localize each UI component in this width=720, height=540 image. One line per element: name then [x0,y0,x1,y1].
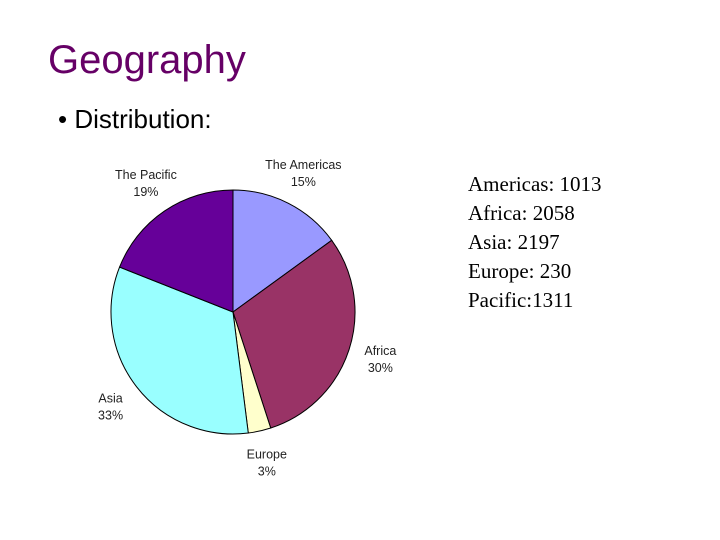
slice-value-label: 30% [368,361,393,375]
slide-title: Geography [48,38,246,82]
pie-slice [232,189,333,313]
bullet-text: Distribution: [74,104,212,134]
note-line: Africa: 2058 [468,201,575,225]
slice-value-label: 15% [291,175,316,189]
slice-label: The Pacific [115,168,177,182]
notes: Americas: 1013 Africa: 2058 Asia: 2197 Euro… [468,170,602,315]
slice-label: Asia [98,391,122,405]
slice-label: Europe [247,448,287,462]
bullet: • Distribution: [58,104,212,134]
note-line: Europe: 230 [468,259,572,283]
slice-label: Africa [364,344,396,358]
slice-label: The Americas [265,158,341,172]
note-line: Americas: 1013 [468,172,602,196]
slice-value-label: 33% [98,408,123,422]
slice-value-label: 3% [258,465,276,479]
pie-slice [232,239,356,429]
note-line: Pacific:1311 [468,288,574,312]
note-line: Asia: 2197 [468,230,560,254]
pie-slice [110,266,249,435]
slice-value-label: 19% [133,185,158,199]
pie-slice [118,189,234,313]
